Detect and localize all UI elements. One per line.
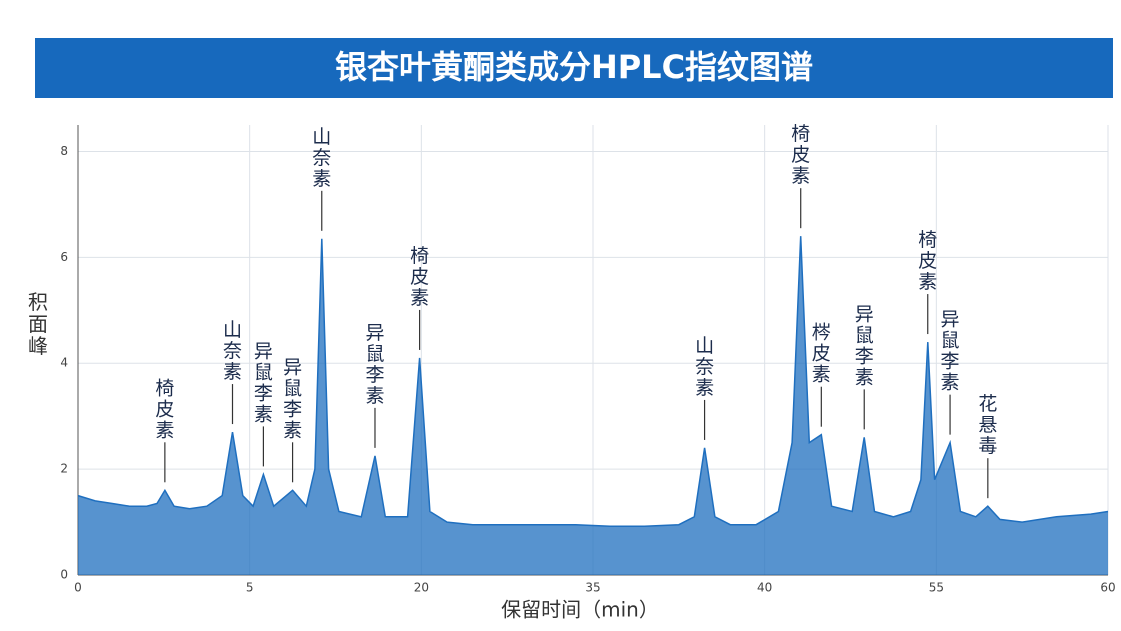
y-tick-label: 4 bbox=[60, 356, 68, 370]
annotation-label: 椅皮素 bbox=[155, 377, 174, 441]
annotation-label: 梣皮素 bbox=[812, 321, 831, 385]
chart-title: 银杏叶黄酮类成分HPLC指纹图谱 bbox=[335, 48, 813, 86]
annotation-label: 异鼠李素 bbox=[365, 321, 384, 406]
annotation-label: 异鼠李素 bbox=[855, 303, 874, 388]
x-tick-label: 35 bbox=[585, 581, 600, 595]
annotation-label: 异鼠李素 bbox=[254, 340, 273, 425]
x-tick-label: 55 bbox=[929, 581, 944, 595]
y-tick-label: 2 bbox=[60, 462, 68, 476]
x-axis-label: 保留时间（min） bbox=[501, 598, 659, 622]
y-tick-label: 0 bbox=[60, 568, 68, 582]
annotation-label: 椅皮素 bbox=[791, 123, 810, 187]
title-bar bbox=[35, 38, 1113, 98]
annotation-label: 异鼠李素 bbox=[283, 356, 302, 441]
area bbox=[78, 236, 1108, 575]
y-tick-label: 8 bbox=[60, 144, 68, 158]
annotation-label: 山奈素 bbox=[695, 334, 714, 398]
annotation-label: 异鼠李素 bbox=[941, 308, 960, 393]
annotation-label: 花悬毒 bbox=[978, 393, 997, 457]
y-axis-label: 积面峰 bbox=[28, 290, 48, 358]
x-tick-label: 40 bbox=[757, 581, 772, 595]
annotation-label: 椅皮素 bbox=[410, 244, 429, 308]
annotation-label: 椅皮素 bbox=[918, 229, 937, 293]
x-tick-label: 5 bbox=[246, 581, 254, 595]
y-tick-label: 6 bbox=[60, 250, 68, 264]
line bbox=[77, 236, 1109, 528]
annotation-label: 山奈素 bbox=[312, 125, 331, 189]
x-tick-label: 0 bbox=[74, 581, 82, 595]
annotation-label: 山奈素 bbox=[223, 319, 242, 383]
x-tick-label: 20 bbox=[414, 581, 429, 595]
x-tick-label: 60 bbox=[1100, 581, 1115, 595]
